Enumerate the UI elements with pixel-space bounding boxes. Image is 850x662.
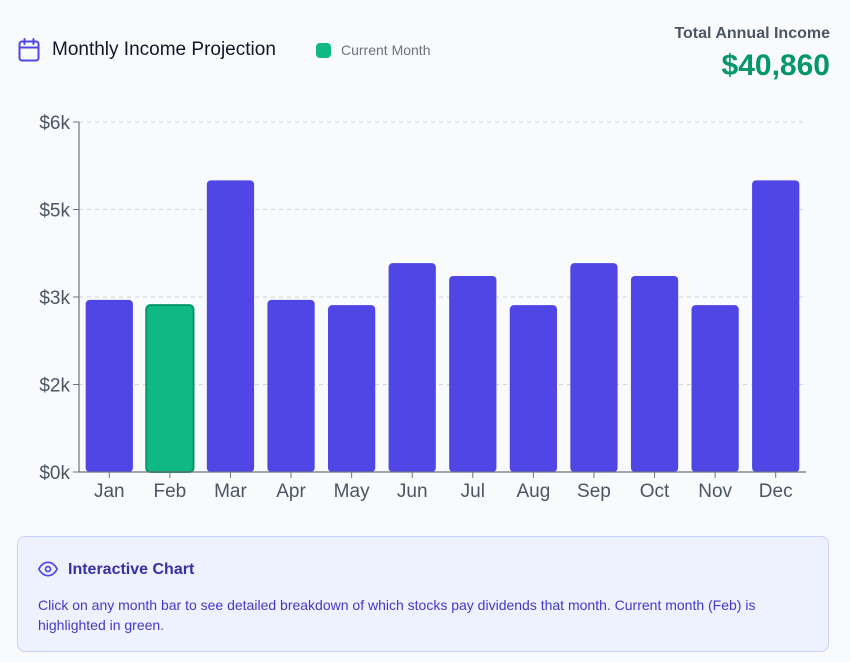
legend-swatch-current-month	[316, 42, 331, 58]
x-tick-label-nov: Nov	[698, 481, 732, 502]
bar-jan[interactable]	[85, 299, 133, 472]
x-tick-label-mar: Mar	[214, 481, 247, 502]
calendar-icon	[18, 38, 40, 62]
chart-title: Monthly Income Projection	[52, 39, 276, 60]
y-tick-label: $0k	[39, 463, 70, 484]
interactive-chart-info-box: Interactive Chart Click on any month bar…	[17, 536, 829, 652]
x-tick-label-jun: Jun	[397, 481, 428, 502]
x-tick-label-aug: Aug	[516, 481, 550, 502]
y-tick-label: $5k	[39, 201, 70, 222]
total-annual-income-value: $40,860	[721, 49, 830, 82]
bar-aug[interactable]	[509, 305, 558, 472]
y-tick-label: $3k	[39, 288, 70, 309]
y-tick-label: $2k	[39, 376, 70, 397]
monthly-income-bar-chart: $0k $2k $3k $5k $6k Jan Feb Mar Apr May Jun Jul Aug S…	[39, 113, 806, 502]
bar-may[interactable]	[327, 305, 376, 472]
x-tick-label-jul: Jul	[461, 481, 485, 502]
x-tick-label-apr: Apr	[276, 481, 306, 502]
bar-sep[interactable]	[570, 263, 618, 472]
x-tick-label-may: May	[334, 481, 370, 502]
x-tick-label-dec: Dec	[759, 481, 793, 502]
bar-apr[interactable]	[267, 299, 315, 472]
bar-feb[interactable]	[145, 304, 195, 473]
bar-mar[interactable]	[206, 180, 255, 472]
chart-header: Monthly Income Projection Current Month …	[18, 20, 832, 90]
bar-oct[interactable]	[630, 276, 679, 472]
x-tick-label-sep: Sep	[577, 481, 611, 502]
bar-jul[interactable]	[449, 276, 497, 472]
info-title: Interactive Chart	[68, 561, 195, 578]
bar-jun[interactable]	[388, 263, 436, 472]
bar-dec[interactable]	[752, 180, 800, 472]
x-tick-label-oct: Oct	[640, 481, 670, 502]
legend: Current Month	[316, 42, 430, 58]
y-tick-label: $6k	[39, 113, 70, 134]
legend-label-current-month: Current Month	[341, 42, 431, 58]
info-text: Click on any month bar to see detailed b…	[38, 597, 756, 633]
x-tick-label-jan: Jan	[94, 481, 125, 502]
x-tick-label-feb: Feb	[154, 481, 187, 502]
total-annual-income-label: Total Annual Income	[674, 25, 830, 42]
eye-icon	[38, 561, 58, 577]
bar-nov[interactable]	[691, 305, 739, 472]
